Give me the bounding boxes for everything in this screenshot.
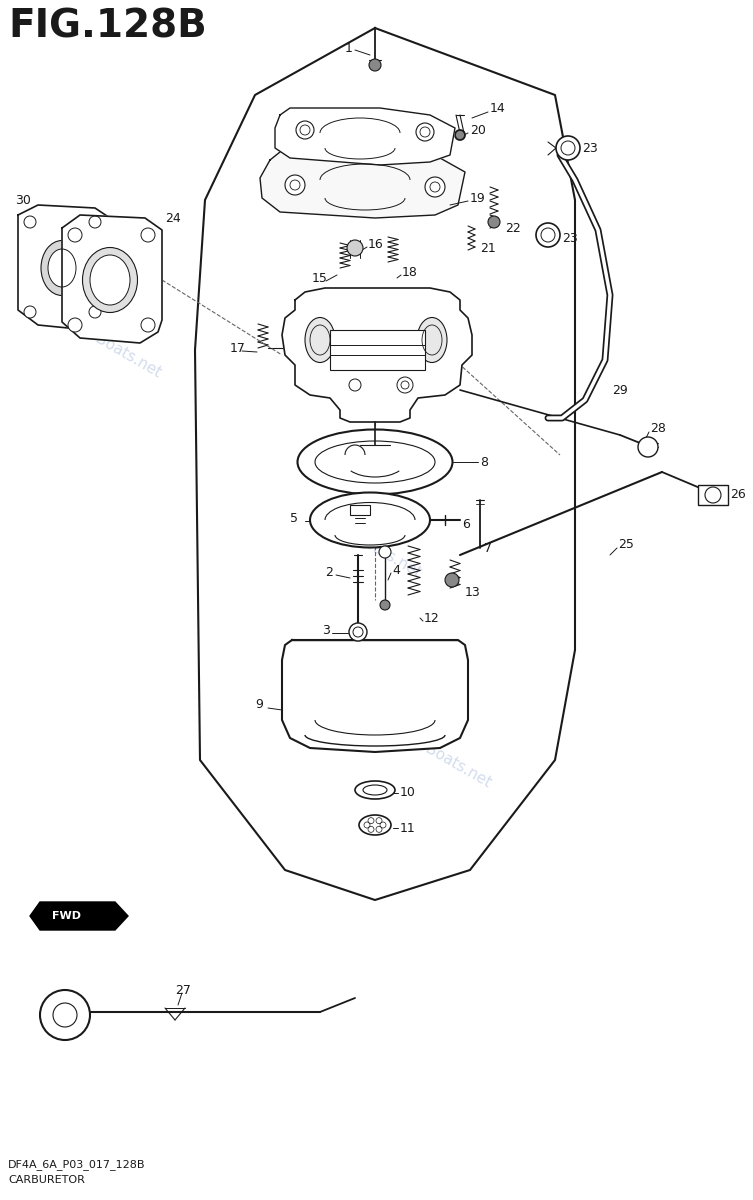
Polygon shape: [30, 902, 128, 930]
Circle shape: [347, 240, 363, 256]
Text: 16: 16: [368, 238, 384, 251]
Circle shape: [349, 623, 367, 641]
Polygon shape: [260, 152, 465, 218]
Ellipse shape: [48, 248, 76, 287]
Text: 10: 10: [400, 786, 416, 799]
Text: 13: 13: [465, 586, 480, 599]
Text: 17: 17: [230, 342, 246, 354]
Text: 29: 29: [612, 384, 628, 396]
Text: 6: 6: [462, 518, 470, 532]
Bar: [330, 330, 425, 370]
Text: 23: 23: [562, 232, 578, 245]
Text: 24: 24: [165, 211, 181, 224]
Text: 26: 26: [730, 488, 745, 502]
Text: 12: 12: [424, 612, 440, 624]
Polygon shape: [62, 215, 162, 343]
Polygon shape: [275, 108, 455, 164]
Circle shape: [68, 228, 82, 242]
Ellipse shape: [355, 781, 395, 799]
Text: © Boats.net: © Boats.net: [76, 320, 164, 380]
Circle shape: [416, 122, 434, 140]
Circle shape: [89, 216, 101, 228]
Circle shape: [380, 600, 390, 610]
Ellipse shape: [41, 240, 83, 295]
Polygon shape: [282, 288, 472, 422]
Bar: [350, 505, 370, 515]
Text: 5: 5: [290, 511, 298, 524]
Text: 22: 22: [505, 222, 521, 234]
Text: 11: 11: [400, 822, 416, 834]
Polygon shape: [18, 205, 110, 330]
Circle shape: [397, 377, 413, 392]
Text: 1: 1: [345, 42, 353, 54]
Text: 9: 9: [255, 698, 263, 712]
Circle shape: [369, 59, 381, 71]
Circle shape: [349, 379, 361, 391]
Text: 2: 2: [325, 565, 333, 578]
Text: FWD: FWD: [52, 911, 81, 922]
Ellipse shape: [417, 318, 447, 362]
Ellipse shape: [305, 318, 335, 362]
Text: 23: 23: [582, 142, 598, 155]
Text: © Boats.net: © Boats.net: [406, 730, 494, 790]
Circle shape: [425, 176, 445, 197]
Circle shape: [379, 546, 391, 558]
Text: 14: 14: [490, 102, 506, 114]
Text: 4: 4: [392, 564, 400, 576]
Text: 28: 28: [650, 421, 666, 434]
Text: CARBURETOR: CARBURETOR: [8, 1175, 85, 1186]
Text: 18: 18: [402, 265, 418, 278]
Text: 30: 30: [15, 193, 31, 206]
Ellipse shape: [310, 492, 430, 547]
Circle shape: [556, 136, 580, 160]
Circle shape: [285, 175, 305, 194]
Circle shape: [488, 216, 500, 228]
Ellipse shape: [359, 815, 391, 835]
Circle shape: [24, 216, 36, 228]
Ellipse shape: [90, 254, 130, 305]
Ellipse shape: [297, 430, 453, 494]
Circle shape: [705, 487, 721, 503]
Circle shape: [40, 990, 90, 1040]
Circle shape: [24, 306, 36, 318]
Text: 20: 20: [470, 124, 486, 137]
Text: DF4A_6A_P03_017_128B: DF4A_6A_P03_017_128B: [8, 1159, 145, 1170]
Text: 25: 25: [618, 539, 634, 552]
Circle shape: [445, 572, 459, 587]
Text: 19: 19: [470, 192, 486, 204]
Circle shape: [296, 121, 314, 139]
Text: 3: 3: [322, 624, 330, 636]
Circle shape: [536, 223, 560, 247]
Text: © Boats.net: © Boats.net: [336, 520, 424, 580]
Circle shape: [89, 306, 101, 318]
Text: 8: 8: [480, 456, 488, 468]
Text: 7: 7: [484, 541, 492, 554]
Circle shape: [141, 318, 155, 332]
Text: FIG.128B: FIG.128B: [8, 8, 207, 46]
Text: 15: 15: [312, 271, 328, 284]
Circle shape: [455, 130, 465, 140]
Circle shape: [141, 228, 155, 242]
Circle shape: [638, 437, 658, 457]
Text: 21: 21: [480, 241, 495, 254]
Polygon shape: [282, 640, 468, 752]
Bar: [698, 485, 728, 505]
Circle shape: [68, 318, 82, 332]
Ellipse shape: [83, 247, 138, 312]
Text: 27: 27: [175, 984, 191, 996]
